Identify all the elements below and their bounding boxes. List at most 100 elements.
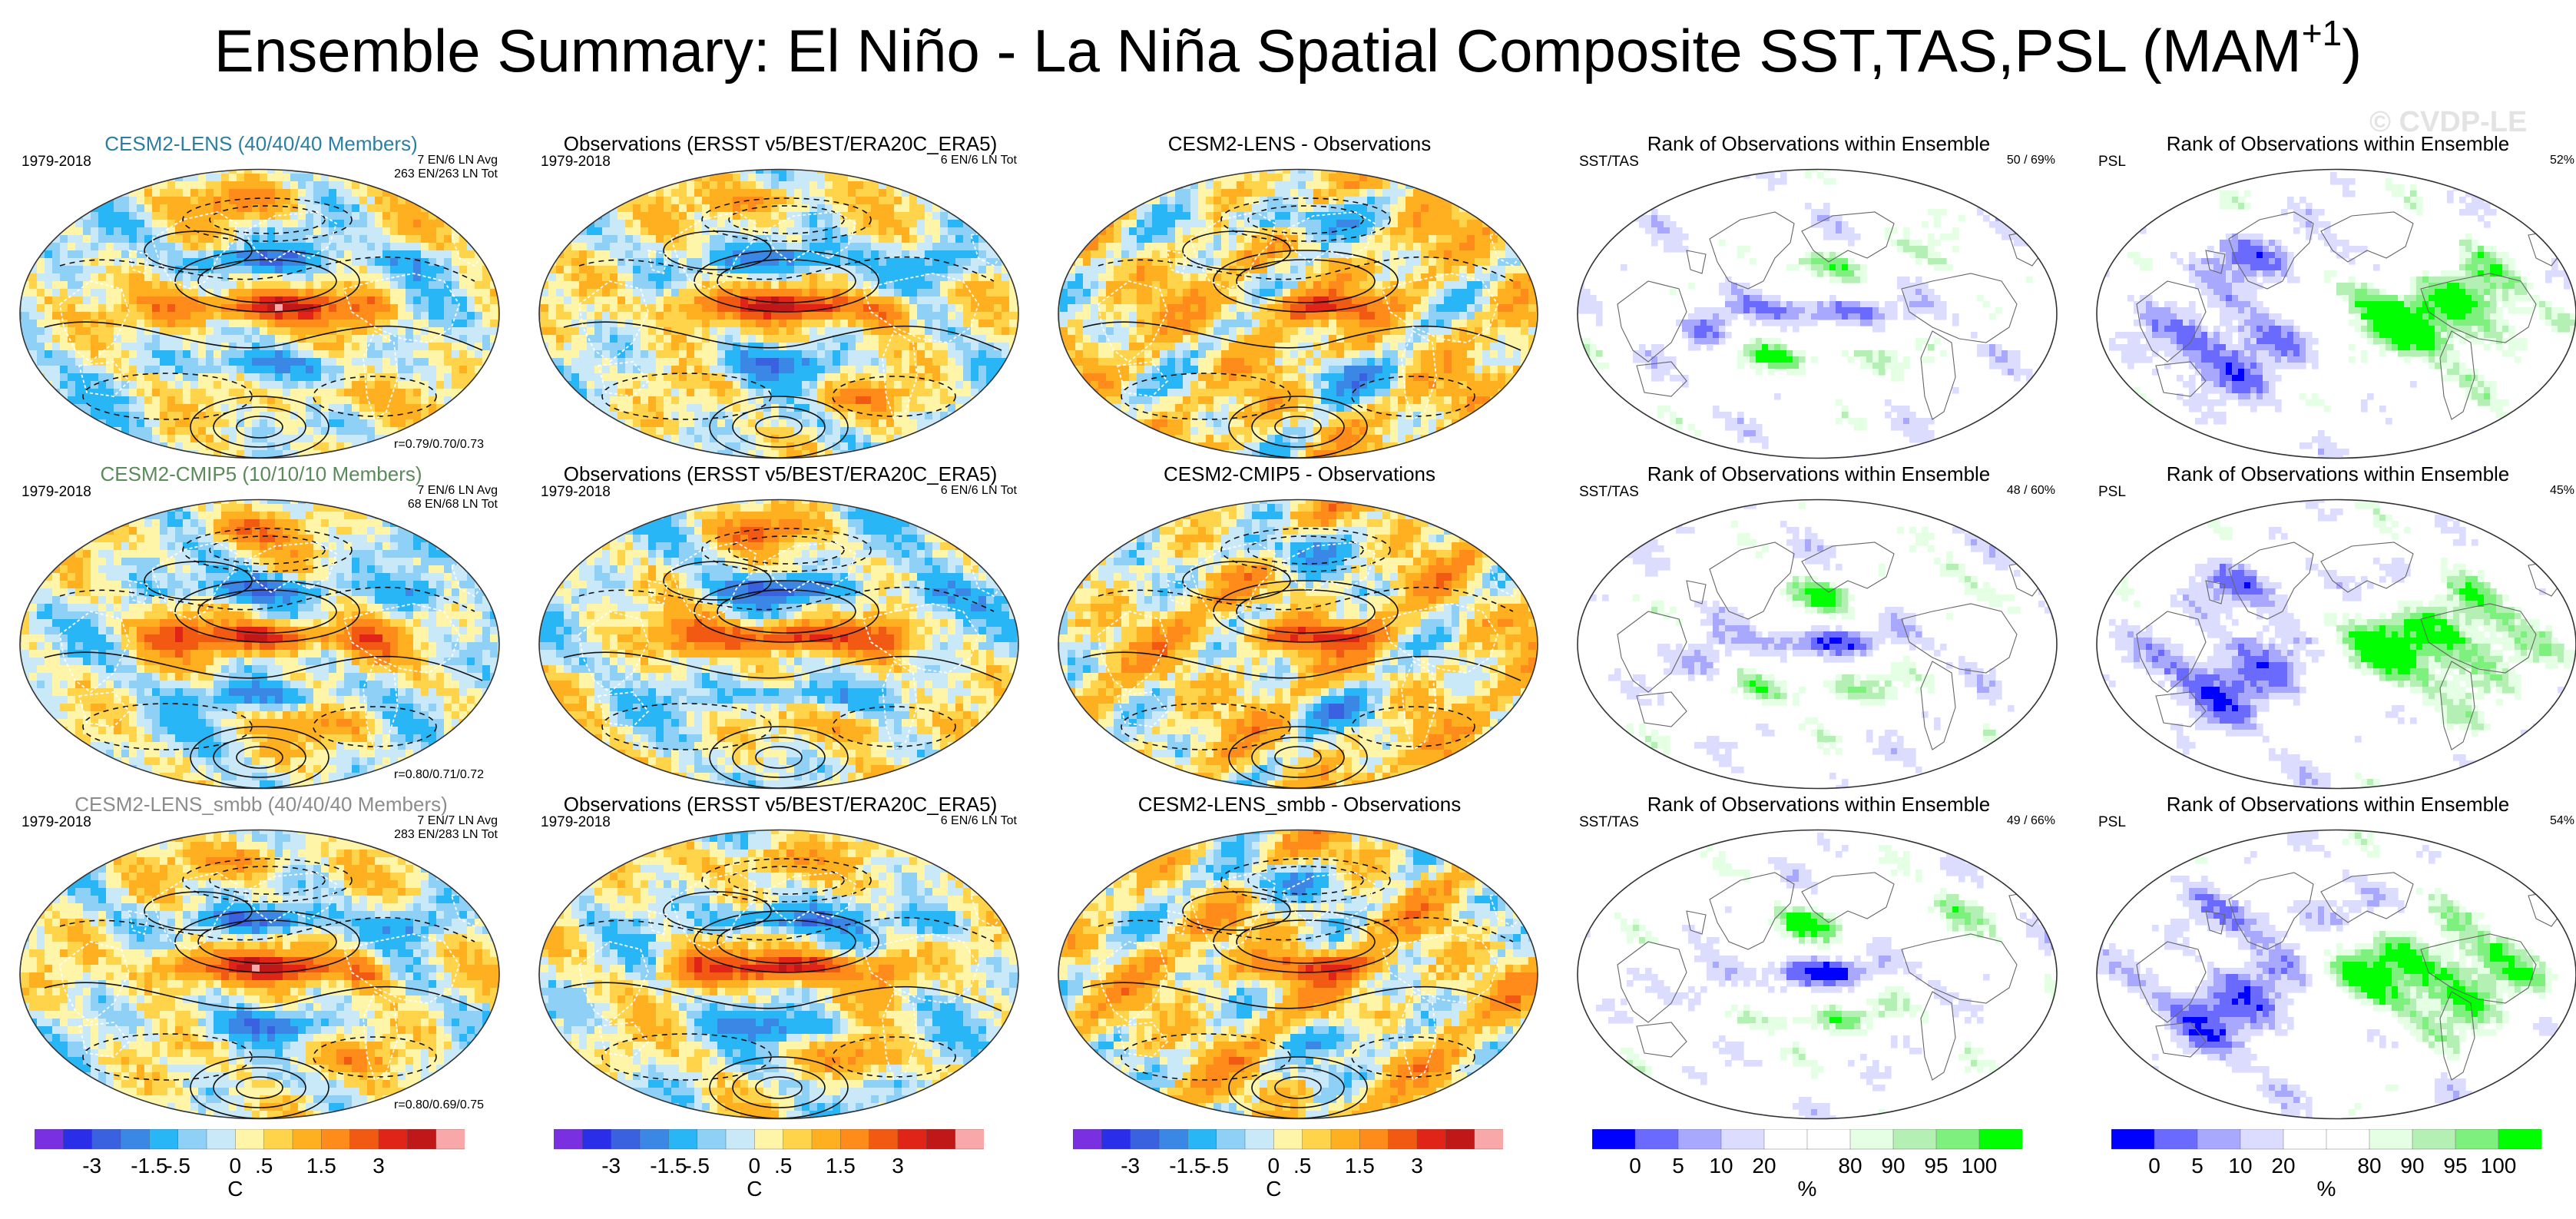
colorbar-swatch — [1677, 1129, 1722, 1150]
colorbar: 0 5 10 20 80 90 95 100% — [2111, 1129, 2541, 1214]
panel-info-line: 49 / 66% — [2007, 814, 2055, 828]
colorbar-tick-label: -.5 — [165, 1154, 190, 1178]
colorbar-swatch — [1763, 1129, 1808, 1150]
panel-info: 54% — [2550, 814, 2574, 828]
map-container — [2091, 166, 2576, 465]
colorbar-tick-label: 1.5 — [826, 1154, 856, 1178]
map-container — [1571, 166, 2063, 465]
colorbar-swatch — [668, 1129, 698, 1150]
colorbar-swatch — [582, 1129, 612, 1150]
colorbar-tick-label: 3 — [892, 1154, 904, 1178]
variable-label: SST/TAS — [1579, 484, 1639, 501]
panel-info-line: 6 EN/6 LN Tot — [941, 484, 1017, 498]
variable-label: PSL — [2098, 814, 2126, 831]
colorbar-swatch — [1158, 1129, 1189, 1150]
map-panel: Rank of Observations within Ensemble PSL 5… — [2084, 793, 2576, 1123]
colorbar-tick-label: .5 — [255, 1154, 273, 1178]
panel-title: CESM2-LENS (40/40/40 Members) — [8, 132, 515, 156]
colorbar-swatch — [1445, 1129, 1475, 1150]
panel-info: 6 EN/6 LN Tot — [941, 484, 1017, 498]
colorbar-tick-label: 95 — [2443, 1154, 2467, 1178]
map-panel: CESM2-LENS_smbb (40/40/40 Members) 1979-2… — [8, 793, 515, 1123]
colorbar-swatch — [235, 1129, 265, 1150]
map-panel: Rank of Observations within Ensemble SST/… — [1565, 462, 2072, 793]
colorbar-swatch — [1187, 1129, 1217, 1150]
colorbar-tick-label: -1.5 — [131, 1154, 167, 1178]
colorbar-unit: C — [747, 1177, 762, 1201]
colorbar-swatch — [1073, 1129, 1103, 1150]
colorbar-swatch — [2154, 1129, 2198, 1150]
colorbar-swatch — [2455, 1129, 2499, 1150]
map-panel: Observations (ERSST v5/BEST/ERA20C_ERA5)… — [527, 132, 1034, 462]
colorbar: 0 5 10 20 80 90 95 100% — [1592, 1129, 2022, 1214]
colorbar-tick-label: -3 — [82, 1154, 101, 1178]
colorbar-swatch — [1935, 1129, 1980, 1150]
colorbar-swatch — [1273, 1129, 1303, 1150]
colorbar-tick-label: 1.5 — [1345, 1154, 1375, 1178]
map-13 — [1058, 829, 1538, 1120]
colorbar-tick-label: 0 — [2148, 1154, 2160, 1178]
colorbar-swatch — [378, 1129, 409, 1150]
colorbar-tick-label: 5 — [1672, 1154, 1684, 1178]
colorbar-swatch — [91, 1129, 121, 1150]
colorbar-unit: C — [227, 1177, 243, 1201]
colorbar-swatch — [206, 1129, 237, 1150]
panel-title: Rank of Observations within Ensemble — [1565, 793, 2072, 817]
colorbar-swatch — [840, 1129, 870, 1150]
map-panel: CESM2-CMIP5 (10/10/10 Members) 1979-2018 7… — [8, 462, 515, 793]
panel-info-line: 7 EN/7 LN Avg — [394, 814, 498, 828]
map-7 — [538, 499, 1019, 790]
colorbar-swatches — [1592, 1129, 2022, 1150]
colorbar-swatch — [1416, 1129, 1447, 1150]
panel-info-line: 283 EN/283 LN Tot — [394, 828, 498, 842]
colorbar-swatch — [1359, 1129, 1389, 1150]
colorbar-swatch — [2197, 1129, 2241, 1150]
colorbar-tick-label: -.5 — [1204, 1154, 1229, 1178]
panel-info-line: 7 EN/6 LN Avg — [394, 154, 498, 167]
colorbar-swatch — [611, 1129, 641, 1150]
colorbar-swatch — [292, 1129, 323, 1150]
colorbar-swatch — [2326, 1129, 2370, 1150]
colorbar-tick-label: 0 — [230, 1154, 242, 1178]
colorbar-unit: % — [1798, 1177, 1817, 1201]
map-container — [1052, 826, 1544, 1126]
colorbar-tick-label: 80 — [1838, 1154, 1862, 1178]
map-panel: Observations (ERSST v5/BEST/ERA20C_ERA5)… — [527, 462, 1034, 793]
colorbar-tick-label: 0 — [1268, 1154, 1280, 1178]
colorbar-swatch — [1892, 1129, 1937, 1150]
panel-info: 45% — [2550, 484, 2574, 498]
colorbar-swatch — [1849, 1129, 1894, 1150]
map-panel: CESM2-LENS - Observations — [1046, 132, 1553, 462]
colorbar-tick-label: 20 — [2271, 1154, 2295, 1178]
period-label: 1979-2018 — [541, 484, 611, 501]
map-container — [1571, 826, 2063, 1126]
panel-info: 6 EN/6 LN Tot — [941, 814, 1017, 828]
panel-info-line: 54% — [2550, 814, 2574, 828]
colorbar-swatch — [897, 1129, 928, 1150]
panel-title: Observations (ERSST v5/BEST/ERA20C_ERA5) — [527, 462, 1034, 486]
variable-label: PSL — [2098, 154, 2126, 171]
map-5 — [2096, 168, 2576, 459]
panel-info-line: 50 / 69% — [2007, 154, 2055, 167]
panel-title: Rank of Observations within Ensemble — [2084, 132, 2576, 156]
colorbar-swatch — [955, 1129, 984, 1150]
period-label: 1979-2018 — [541, 154, 611, 171]
colorbar-swatch — [2498, 1129, 2541, 1150]
panel-info: 7 EN/6 LN Avg 68 EN/68 LN Tot — [408, 484, 498, 512]
colorbar-swatches — [2111, 1129, 2541, 1150]
map-container — [14, 826, 505, 1126]
colorbar-swatch — [2369, 1129, 2413, 1150]
map-panel: Rank of Observations within Ensemble PSL 5… — [2084, 132, 2576, 462]
colorbar-tick-label: 0 — [749, 1154, 761, 1178]
map-3 — [1058, 168, 1538, 459]
colorbar-swatch — [725, 1129, 756, 1150]
panel-info-line: 6 EN/6 LN Tot — [941, 814, 1017, 828]
colorbar-swatch — [1244, 1129, 1275, 1150]
map-panel: CESM2-LENS_smbb - Observations — [1046, 793, 1553, 1123]
map-9 — [1577, 499, 2058, 790]
panel-info: 6 EN/6 LN Tot — [941, 154, 1017, 167]
colorbar-tick-label: 100 — [2481, 1154, 2517, 1178]
map-panel: Rank of Observations within Ensemble SST/… — [1565, 793, 2072, 1123]
map-panel: CESM2-LENS (40/40/40 Members) 1979-2018 7 … — [8, 132, 515, 462]
colorbar-tick-label: 3 — [1411, 1154, 1423, 1178]
